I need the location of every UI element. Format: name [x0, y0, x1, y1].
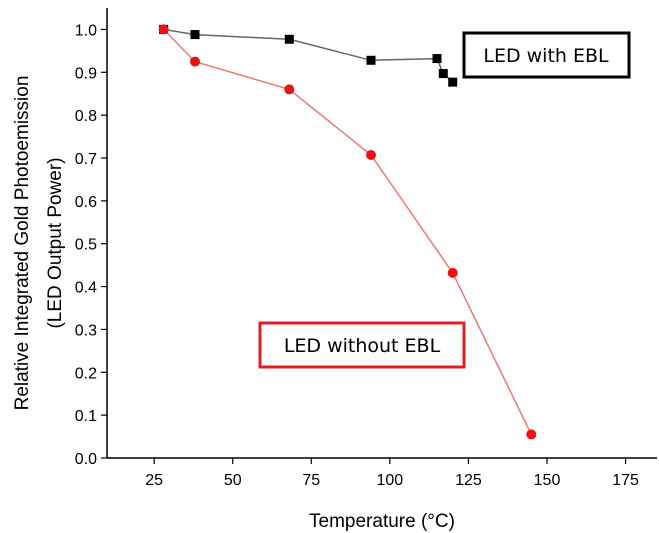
data-point-without-ebl	[447, 267, 458, 278]
series-line-with-ebl	[163, 28, 454, 83]
legend-without-ebl-label: LED without EBL	[284, 335, 441, 357]
data-point-without-ebl	[190, 56, 200, 67]
y-tick-label: 0.8	[75, 108, 97, 125]
x-tick-label: 125	[455, 472, 482, 489]
data-point-with-ebl	[438, 69, 448, 79]
y-tick-label: 0.5	[75, 237, 97, 254]
x-axis-title: Temperature (°C)	[309, 511, 455, 532]
data-point-with-ebl	[284, 34, 294, 44]
y-tick-label: 0.1	[75, 408, 97, 425]
data-point-with-ebl	[190, 30, 200, 40]
x-tick-label: 50	[224, 472, 242, 489]
legend-with-ebl: LED with EBL	[462, 31, 631, 79]
data-point-with-ebl	[366, 55, 376, 65]
data-point-without-ebl	[526, 429, 537, 440]
series-line-without-ebl	[163, 28, 532, 435]
y-axis-title-line2: (LED Output Power)	[45, 157, 66, 328]
x-tick-label: 100	[377, 472, 404, 489]
x-tick-label: 25	[145, 472, 163, 489]
data-point-with-ebl	[432, 54, 442, 64]
legend-with-ebl-label: LED with EBL	[483, 45, 609, 67]
x-tick-label: 175	[612, 472, 639, 489]
y-tick-label: 0.0	[75, 451, 97, 468]
series-group	[158, 24, 537, 440]
data-point-with-ebl	[448, 77, 458, 87]
data-point-without-ebl	[158, 24, 169, 35]
y-tick-label: 1.0	[75, 22, 97, 39]
legend-without-ebl: LED without EBL	[258, 321, 466, 369]
y-tick-label: 0.6	[75, 194, 97, 211]
y-tick-label: 0.2	[75, 365, 97, 382]
x-tick-label: 150	[534, 472, 561, 489]
y-axis-title-line1: Relative Integrated Gold Photoemission	[12, 76, 33, 411]
legend-with-ebl-box	[462, 31, 631, 79]
data-point-without-ebl	[366, 150, 376, 160]
y-tick-label: 0.3	[75, 322, 97, 339]
legend-without-ebl-box	[258, 321, 466, 369]
y-tick-label: 0.7	[75, 151, 97, 168]
y-axis-ticks: 0.0 0.1 0.2 0.3 0.4 0.5 0.6 0.7 0.8 0.9 1.0	[75, 22, 107, 468]
x-axis-ticks: 25 50 75 100 125 150 175	[145, 458, 639, 489]
data-point-without-ebl	[284, 84, 295, 95]
y-tick-label: 0.4	[75, 280, 97, 297]
y-tick-label: 0.9	[75, 65, 97, 82]
x-tick-label: 75	[302, 472, 320, 489]
axes	[106, 8, 657, 459]
